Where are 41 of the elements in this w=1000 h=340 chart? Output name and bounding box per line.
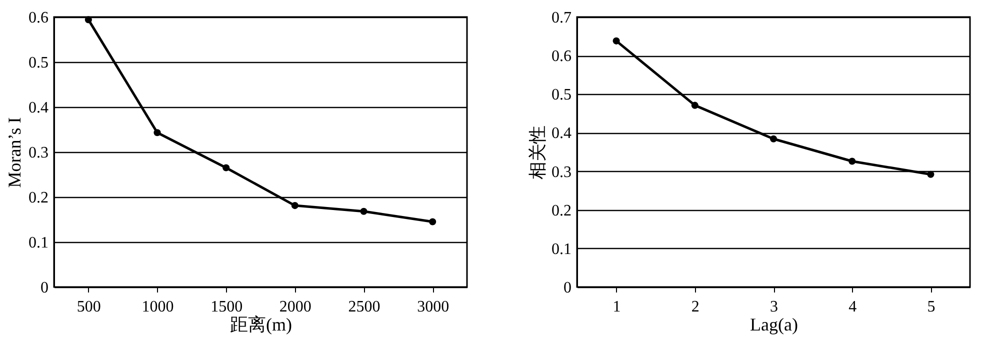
x-tick-label: 3 (770, 298, 778, 316)
y-tick-label: 0.1 (552, 240, 572, 258)
point (770, 135, 778, 142)
point (360, 208, 368, 215)
x-tick-label: 500 (76, 298, 101, 316)
point (429, 218, 436, 226)
x-tick-label: 4 (848, 298, 857, 316)
point (84, 16, 92, 24)
y-tick-label: 0 (40, 280, 48, 296)
y-tick-label: 0.6 (28, 10, 48, 26)
x-tick-label: 3000 (417, 298, 450, 316)
point (154, 129, 161, 136)
x-tick-label: 1000 (142, 298, 174, 316)
x-tick-label: 2 (691, 298, 700, 316)
y-tick-label: 0.2 (552, 202, 572, 220)
point (612, 37, 620, 44)
y-tick-label: 0.4 (552, 125, 572, 142)
y-axis-title: Moran’s I (4, 117, 24, 188)
y-axis-title: 相关性 (528, 126, 548, 180)
x-tick-label: 5 (927, 298, 936, 316)
y-tick-label: 0.5 (28, 54, 48, 72)
y-tick-label: 0.2 (28, 190, 48, 206)
point (848, 158, 856, 165)
y-tick-label: 0.4 (28, 100, 48, 116)
y-tick-label: 0.6 (552, 48, 572, 66)
x-tick-label: 1 (612, 298, 621, 316)
x-tick-label: 2500 (348, 298, 380, 316)
x-axis-title: 距离(m) (230, 314, 292, 334)
y-tick-label: 0.5 (552, 86, 572, 104)
y-tick-label: 0.1 (28, 234, 48, 252)
y-tick-label: 0 (564, 280, 572, 296)
point (222, 164, 230, 172)
x-axis-title: Lag(a) (750, 314, 798, 334)
x-tick-label: 2000 (279, 298, 312, 316)
y-tick-label: 0.3 (28, 144, 48, 162)
point (691, 102, 698, 109)
y-tick-label: 0.7 (552, 10, 572, 26)
x-tick-label: 1500 (210, 298, 243, 316)
y-tick-label: 0.3 (552, 164, 572, 181)
point (927, 170, 934, 178)
point (291, 202, 298, 210)
